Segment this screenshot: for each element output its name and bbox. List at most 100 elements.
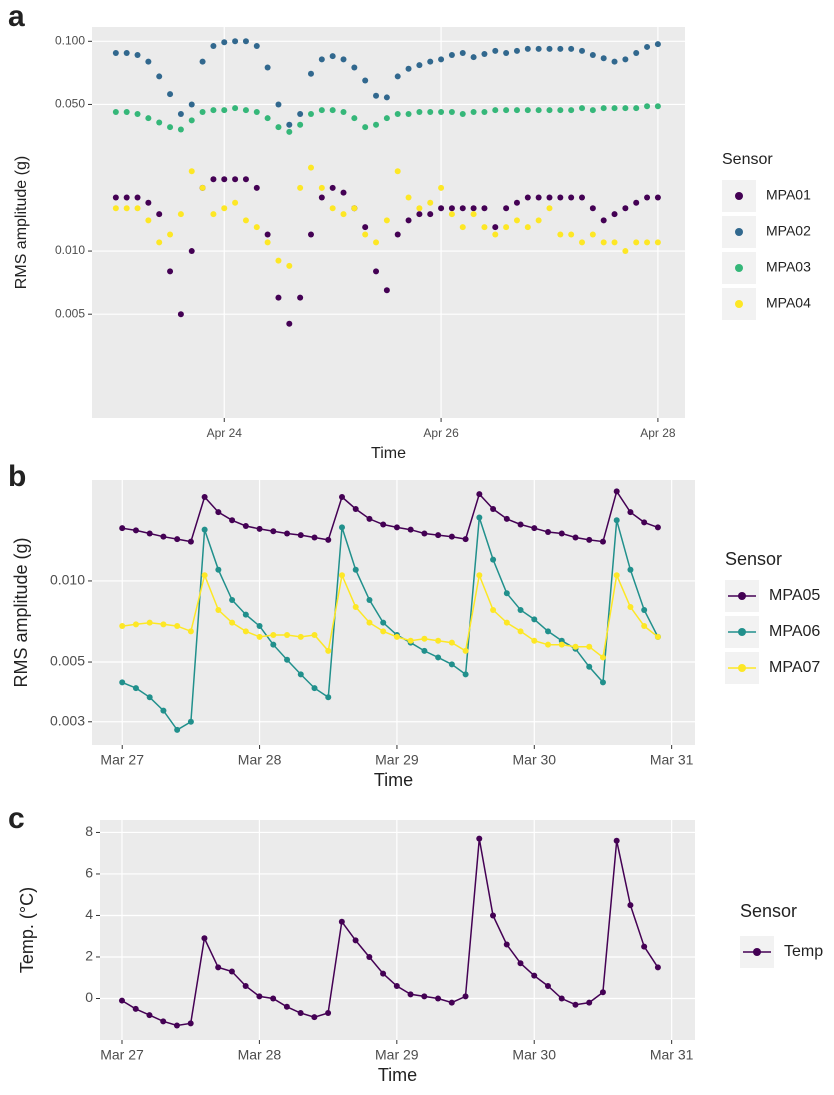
data-point xyxy=(490,912,497,919)
data-point xyxy=(448,661,455,668)
data-point xyxy=(123,49,130,56)
data-point xyxy=(459,224,466,231)
data-point xyxy=(123,194,130,201)
data-point xyxy=(160,621,167,628)
data-point xyxy=(586,663,593,670)
data-point xyxy=(275,257,282,264)
data-point xyxy=(167,268,174,275)
data-point xyxy=(329,53,336,60)
data-point xyxy=(325,647,332,654)
data-point xyxy=(448,211,455,218)
data-point xyxy=(654,633,661,640)
data-point xyxy=(490,556,497,563)
data-point xyxy=(134,111,141,118)
data-point xyxy=(503,590,510,597)
data-point xyxy=(476,572,483,579)
data-point xyxy=(297,671,304,678)
data-point xyxy=(307,164,314,171)
data-point xyxy=(112,194,119,201)
data-point xyxy=(329,107,336,114)
data-point xyxy=(160,707,167,714)
data-point xyxy=(586,999,593,1006)
data-point xyxy=(366,953,373,960)
data-point xyxy=(338,918,345,925)
legend-label: MPA03 xyxy=(766,259,811,275)
data-point xyxy=(531,525,538,532)
data-point xyxy=(146,694,153,701)
data-point xyxy=(627,509,634,516)
data-point xyxy=(558,530,565,537)
data-point xyxy=(644,103,651,110)
data-point xyxy=(232,199,239,206)
data-point xyxy=(232,105,239,112)
data-point xyxy=(517,521,524,528)
data-point xyxy=(600,239,607,246)
y-axis-title: RMS amplitude (g) xyxy=(11,537,31,687)
data-point xyxy=(373,121,380,128)
data-point xyxy=(352,937,359,944)
y-tick-label: 4 xyxy=(85,906,93,922)
data-point xyxy=(352,566,359,573)
data-point xyxy=(318,56,325,63)
data-point xyxy=(318,194,325,201)
data-point xyxy=(215,607,222,614)
series-line xyxy=(121,838,659,1027)
data-point xyxy=(366,596,373,603)
data-point xyxy=(256,993,263,1000)
data-point xyxy=(531,637,538,644)
data-point xyxy=(351,64,358,71)
data-point xyxy=(188,101,195,108)
data-point xyxy=(284,656,291,663)
data-point xyxy=(362,77,369,84)
data-point xyxy=(134,205,141,212)
data-point xyxy=(351,205,358,212)
data-point xyxy=(405,194,412,201)
data-point xyxy=(589,52,596,59)
data-point xyxy=(613,837,620,844)
data-point xyxy=(132,685,139,692)
data-point xyxy=(146,619,153,626)
legend-label: Temp xyxy=(784,943,823,960)
data-point xyxy=(229,517,236,524)
data-point xyxy=(156,239,163,246)
data-point xyxy=(232,176,239,183)
data-point xyxy=(132,621,139,628)
data-point xyxy=(286,121,293,128)
data-point xyxy=(264,115,271,122)
data-point xyxy=(340,189,347,196)
plot-background xyxy=(92,480,695,745)
data-point xyxy=(174,623,181,630)
x-tick-label: Mar 30 xyxy=(513,752,557,768)
legend-label: MPA01 xyxy=(766,187,811,203)
data-point xyxy=(427,199,434,206)
data-point xyxy=(253,42,260,49)
data-point xyxy=(535,107,542,114)
data-point xyxy=(503,515,510,522)
data-point xyxy=(311,631,318,638)
data-point xyxy=(394,73,401,80)
data-point xyxy=(264,239,271,246)
data-point xyxy=(641,943,648,950)
data-point xyxy=(325,536,332,543)
legend-title: Sensor xyxy=(722,151,773,168)
data-point xyxy=(187,718,194,725)
data-point xyxy=(481,109,488,116)
data-point xyxy=(201,526,208,533)
data-point xyxy=(470,54,477,61)
data-point xyxy=(201,493,208,500)
data-point xyxy=(156,211,163,218)
data-point xyxy=(600,105,607,112)
data-point xyxy=(242,217,249,224)
data-point xyxy=(393,633,400,640)
data-point xyxy=(380,619,387,626)
data-point xyxy=(572,534,579,541)
data-point xyxy=(134,52,141,59)
data-point xyxy=(462,536,469,543)
data-point xyxy=(459,111,466,118)
data-point xyxy=(275,101,282,108)
data-point xyxy=(380,970,387,977)
data-point xyxy=(242,107,249,114)
data-point xyxy=(297,532,304,539)
data-point xyxy=(435,995,442,1002)
data-point xyxy=(435,654,442,661)
